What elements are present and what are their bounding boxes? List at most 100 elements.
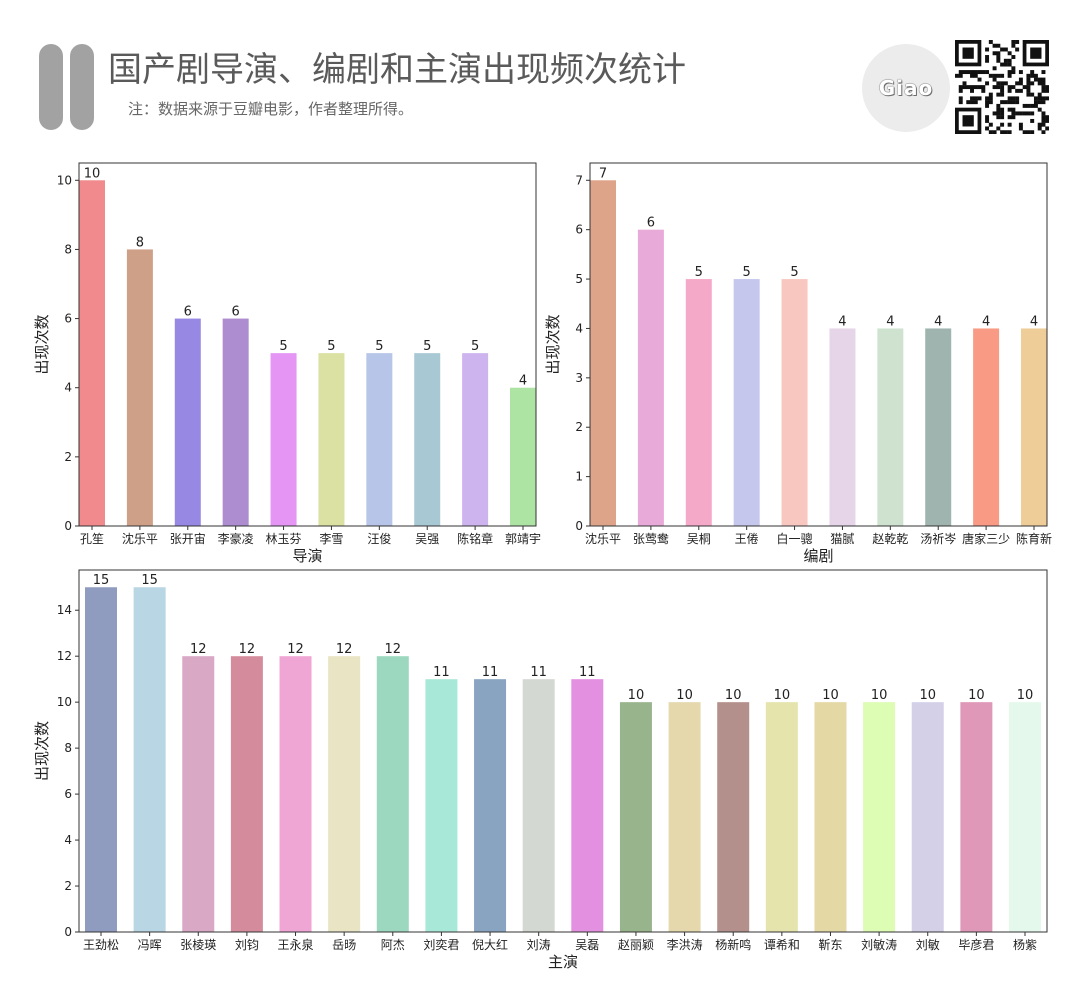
- writer-bar: [637, 229, 664, 526]
- accent-bar-right: [70, 44, 94, 130]
- actor-y-tick-label: 0: [64, 925, 72, 939]
- actor-x-tick-label: 靳东: [818, 938, 842, 952]
- actor-y-tick-label: 4: [64, 833, 72, 847]
- actor-x-tick-label: 冯晖: [138, 938, 162, 952]
- actor-value-label: 12: [336, 642, 353, 657]
- actor-x-tick-label: 刘奕君: [423, 937, 459, 952]
- actor-value-label: 12: [385, 642, 402, 657]
- director-bar: [222, 318, 249, 526]
- actor-value-label: 10: [628, 688, 645, 703]
- actor-bar: [911, 702, 944, 932]
- actor-value-label: 11: [482, 665, 499, 680]
- actor-plot-frame: [78, 569, 1048, 933]
- writer-y-tick-label: 1: [575, 470, 583, 484]
- director-bar: [79, 180, 105, 527]
- actor-bar: [522, 679, 555, 932]
- director-x-axis-label: 导演: [292, 547, 322, 565]
- writer-y-tick-label: 6: [575, 223, 583, 237]
- actor-value-label: 15: [141, 573, 158, 588]
- director-value-label: 8: [136, 235, 144, 250]
- actor-value-label: 10: [676, 688, 693, 703]
- actor-bar: [814, 702, 847, 932]
- director-x-tick-label: 李雪: [319, 531, 343, 546]
- writer-y-axis-label: 出现次数: [544, 314, 562, 374]
- qr-code-icon: [955, 40, 1049, 134]
- director-value-label: 5: [375, 339, 383, 354]
- director-value-label: 5: [279, 339, 287, 354]
- director-value-label: 6: [232, 305, 240, 320]
- actor-bar: [571, 679, 604, 932]
- actor-x-tick-label: 杨新鸣: [715, 937, 751, 952]
- actor-x-tick-label: 刘钧: [235, 938, 259, 952]
- director-value-label: 5: [423, 339, 431, 354]
- writer-x-tick-label: 陈育新: [1016, 531, 1052, 546]
- writer-value-label: 4: [838, 314, 846, 329]
- writer-x-tick-label: 猫腻: [830, 532, 854, 546]
- director-value-label: 5: [327, 339, 335, 354]
- director-y-tick-label: 2: [64, 450, 72, 464]
- actor-x-tick-label: 刘涛: [527, 937, 551, 952]
- director-bar: [462, 353, 489, 526]
- writer-y-tick-label: 5: [575, 272, 583, 286]
- actor-value-label: 12: [239, 642, 256, 657]
- writer-bar: [590, 180, 616, 527]
- actor-x-tick-label: 岳旸: [332, 938, 356, 952]
- actor-bar: [425, 679, 458, 932]
- writer-bar: [877, 328, 904, 526]
- actor-bar: [619, 702, 652, 932]
- actor-x-tick-label: 李洪涛: [667, 937, 703, 952]
- actor-x-axis-label: 主演: [548, 953, 578, 971]
- director-value-label: 4: [519, 374, 527, 389]
- writer-value-label: 4: [1030, 314, 1038, 329]
- actor-value-label: 11: [433, 665, 450, 680]
- logo-text: Giao: [878, 76, 934, 100]
- director-x-tick-label: 吴强: [415, 532, 439, 546]
- writer-value-label: 6: [647, 216, 655, 231]
- writer-value-label: 4: [934, 314, 942, 329]
- writer-bar: [1021, 328, 1047, 526]
- writer-value-label: 7: [599, 166, 607, 181]
- actor-x-tick-label: 刘敏: [916, 937, 940, 952]
- director-y-tick-label: 4: [64, 381, 72, 395]
- director-chart: 10 孔笙 8 沈乐平 6 张开宙 6 李豪凌 5 林玉芬 5 李雪 5 汪俊 5 吴强 5 陈铭章 4 郭靖宇 0 2 4…: [33, 162, 541, 565]
- writer-bar: [925, 328, 952, 526]
- actor-y-tick-label: 14: [57, 603, 72, 617]
- director-bar: [366, 353, 393, 526]
- director-bar: [510, 387, 536, 526]
- actor-bar: [765, 702, 798, 932]
- actor-x-tick-label: 张棱瑛: [180, 937, 216, 952]
- director-y-tick-label: 6: [64, 312, 72, 326]
- writer-x-axis-label: 编剧: [803, 547, 833, 565]
- actor-y-tick-label: 6: [64, 787, 72, 801]
- actor-chart: 15 王劲松 15 冯晖 12 张棱瑛 12 刘钧 12 王永泉 12 岳旸 12 阿杰 11 刘奕君 11 倪大…: [33, 569, 1048, 971]
- actor-x-tick-label: 王劲松: [83, 938, 119, 952]
- actor-value-label: 10: [919, 688, 936, 703]
- actor-x-tick-label: 阿杰: [381, 938, 405, 952]
- director-x-tick-label: 汪俊: [367, 531, 391, 546]
- writer-y-tick-label: 0: [575, 519, 583, 533]
- director-value-label: 6: [184, 305, 192, 320]
- writer-x-tick-label: 赵乾乾: [872, 532, 908, 546]
- actor-value-label: 10: [774, 688, 791, 703]
- actor-value-label: 10: [871, 688, 888, 703]
- actor-y-tick-label: 10: [57, 695, 72, 709]
- actor-y-axis-label: 出现次数: [33, 721, 51, 781]
- actor-y-tick-label: 12: [57, 649, 72, 663]
- actor-x-tick-label: 倪大红: [472, 937, 508, 952]
- writer-value-label: 4: [886, 314, 894, 329]
- director-x-tick-label: 陈铭章: [457, 531, 493, 546]
- actor-x-tick-label: 毕彦君: [958, 937, 994, 952]
- actor-value-label: 10: [822, 688, 839, 703]
- director-bar: [318, 353, 345, 526]
- writer-x-tick-label: 白一骢: [777, 531, 813, 546]
- writer-x-tick-label: 唐家三少: [962, 531, 1010, 546]
- actor-bar: [376, 656, 409, 932]
- director-value-label: 5: [471, 339, 479, 354]
- writer-value-label: 5: [790, 265, 798, 280]
- actor-value-label: 12: [190, 642, 207, 657]
- writer-y-tick-label: 2: [575, 420, 583, 434]
- actor-bar: [279, 656, 312, 932]
- writer-chart: 7 沈乐平 6 张莺鸯 5 吴桐 5 王倦 5 白一骢 4 猫腻 4 赵乾乾 4 汤祈岑 4 唐家三少 4 陈育新 0 1…: [544, 162, 1052, 565]
- actor-value-label: 10: [968, 688, 985, 703]
- actor-x-tick-label: 杨紫: [1013, 937, 1037, 952]
